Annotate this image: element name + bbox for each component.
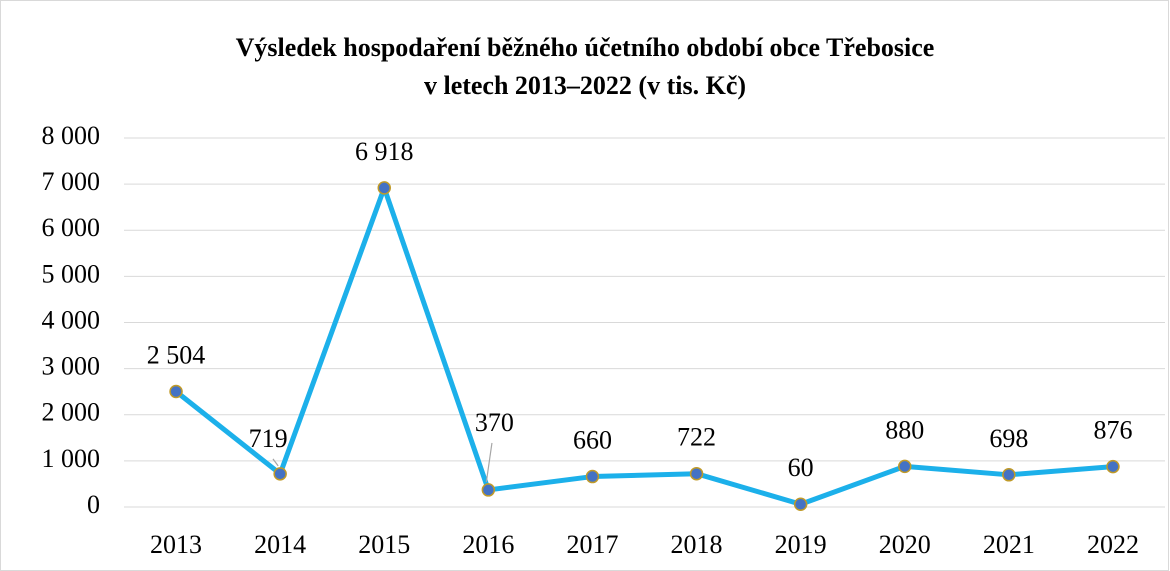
y-tick-label: 7 000 [42, 167, 101, 196]
x-tick-label: 2015 [358, 530, 410, 559]
marker [1002, 468, 1016, 482]
x-tick-label: 2014 [254, 530, 306, 559]
y-tick-label: 1 000 [42, 444, 101, 473]
x-tick-label: 2016 [462, 530, 514, 559]
marker [793, 497, 808, 511]
data-label: 2 504 [147, 340, 206, 369]
x-tick-label: 2019 [775, 530, 827, 559]
data-label: 698 [989, 424, 1028, 453]
y-tick-label: 5 000 [42, 259, 101, 288]
x-tick-label: 2017 [566, 530, 618, 559]
data-label: 660 [573, 426, 612, 455]
data-label: 6 918 [355, 137, 414, 166]
y-tick-label: 6 000 [42, 213, 101, 242]
x-tick-label: 2021 [983, 530, 1035, 559]
chart-title: v letech 2013–2022 (v tis. Kč) [424, 71, 746, 100]
marker [585, 469, 600, 484]
line [174, 185, 1114, 507]
marker [481, 483, 496, 497]
marker [898, 459, 912, 474]
data-label: 719 [249, 424, 288, 453]
leader-line [272, 458, 279, 467]
x-tick-label: 2022 [1087, 530, 1139, 559]
y-tick-label: 2 000 [42, 398, 101, 427]
data-label: 370 [475, 408, 514, 437]
marker [377, 181, 391, 195]
x-tick-label: 2018 [671, 530, 723, 559]
y-tick-label: 4 000 [42, 305, 101, 334]
marker [169, 384, 183, 399]
chart-title: Výsledek hospodaření běžného účetního ob… [236, 33, 935, 62]
y-tick-label: 0 [87, 490, 100, 519]
data-label: 880 [885, 415, 924, 444]
data-label: 722 [677, 423, 716, 452]
y-tick-label: 8 000 [42, 121, 101, 150]
x-tick-label: 2020 [879, 530, 931, 559]
x-tick-label: 2013 [150, 530, 202, 559]
marker [1106, 459, 1120, 474]
data-label: 876 [1093, 416, 1132, 445]
y-tick-label: 3 000 [42, 352, 101, 381]
leader-line [485, 442, 493, 483]
marker [689, 466, 704, 481]
marker [273, 467, 287, 481]
data-label: 60 [788, 453, 814, 482]
